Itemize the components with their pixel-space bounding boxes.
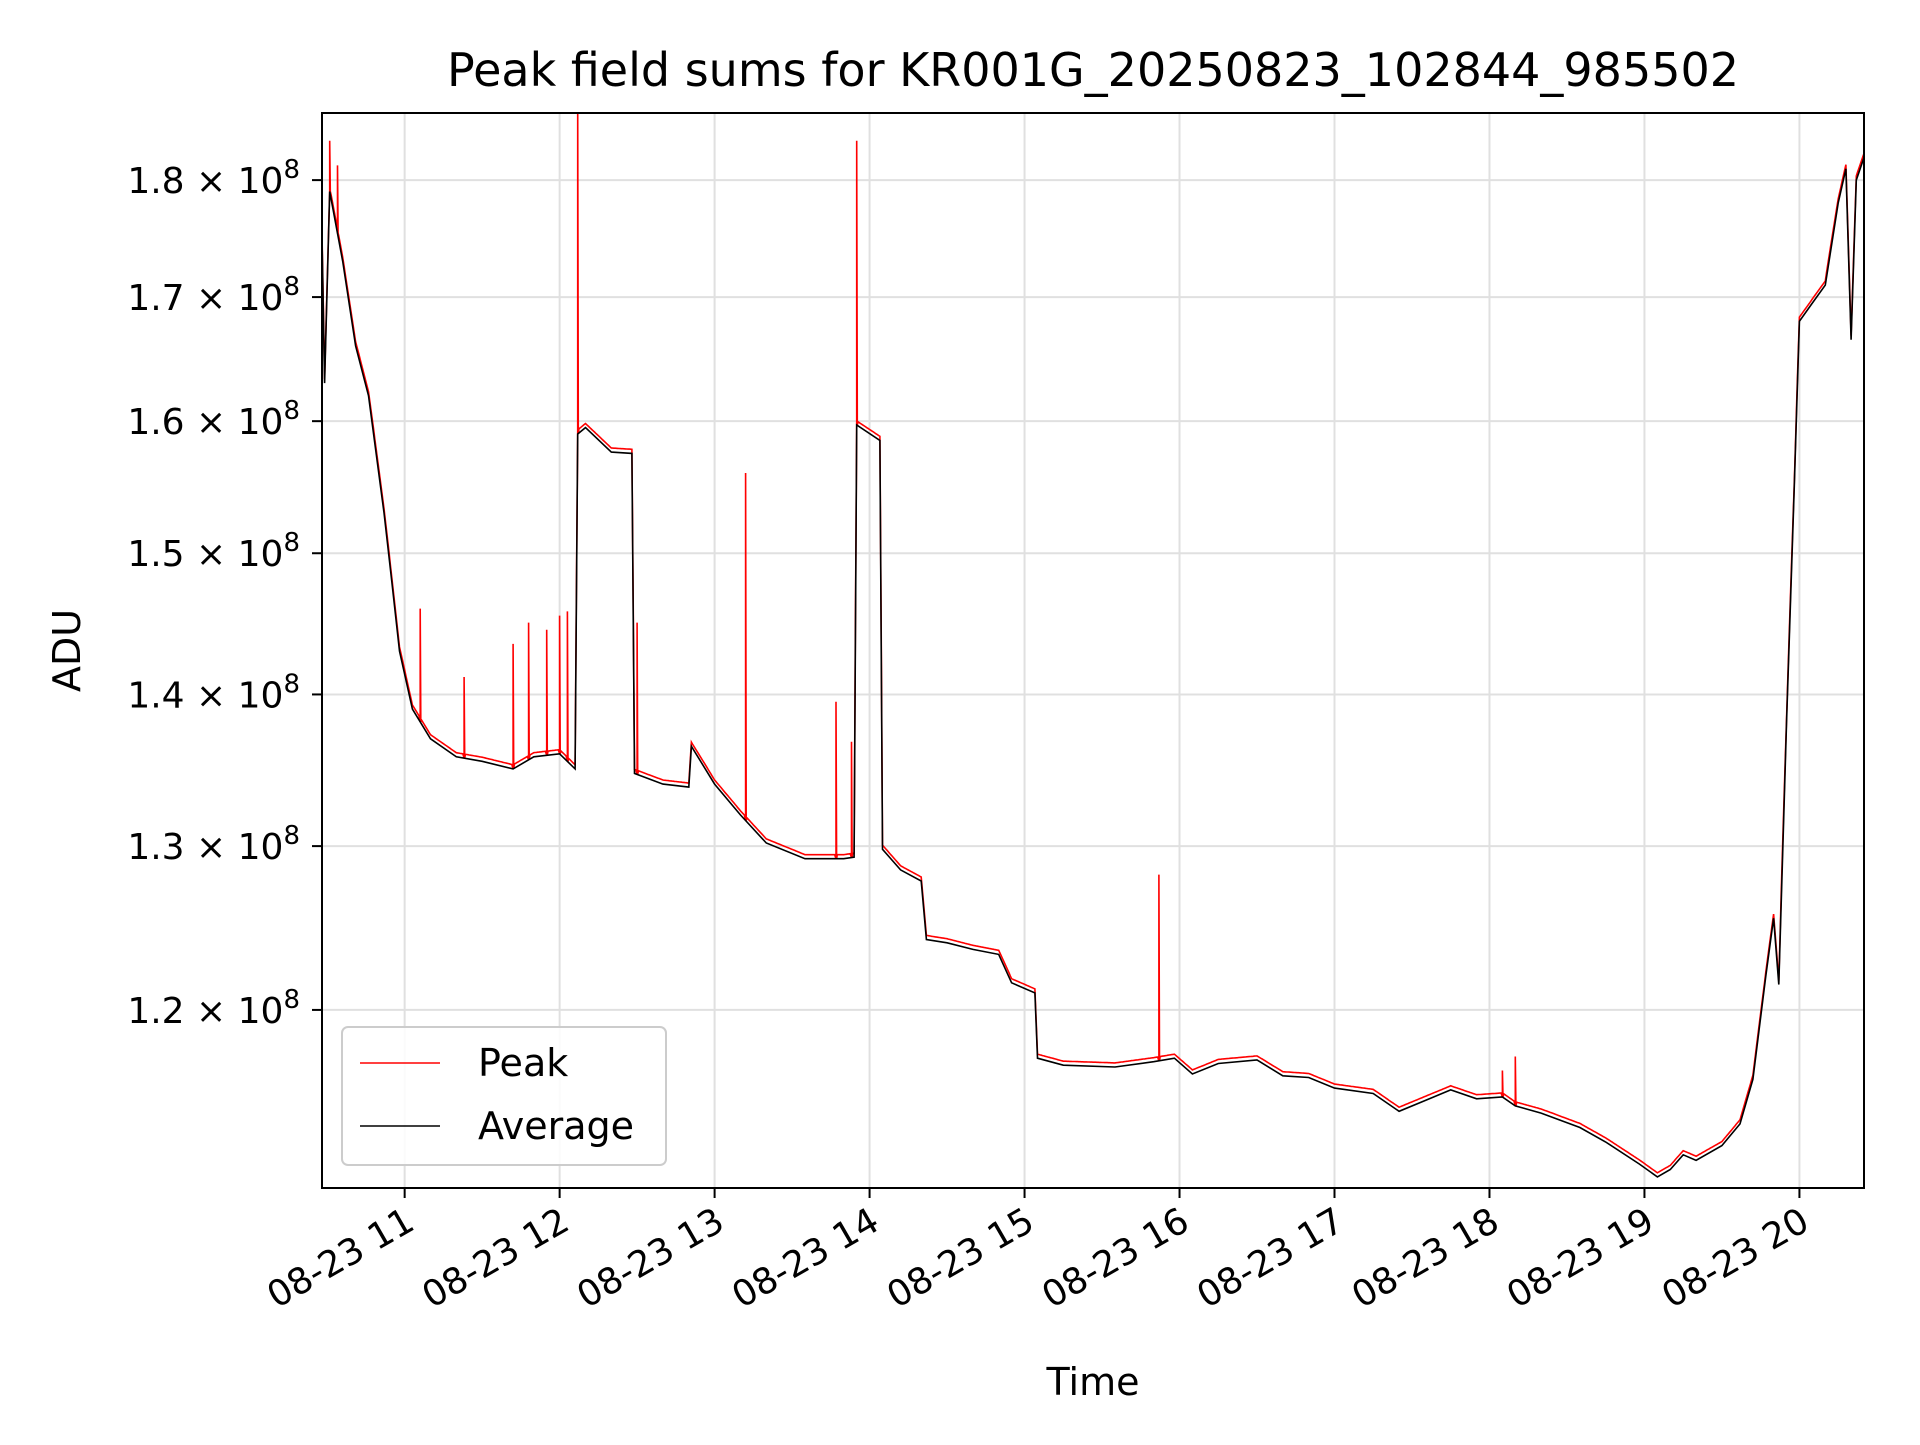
legend-average-label: Average bbox=[478, 1104, 634, 1148]
legend: Peak Average bbox=[341, 1026, 667, 1166]
plot-frame bbox=[321, 112, 1865, 1189]
grid bbox=[322, 113, 1864, 1188]
y-tick-label: 1.2 × 108 bbox=[127, 985, 300, 1032]
y-tick-label: 1.6 × 108 bbox=[127, 396, 300, 443]
y-tick-label: 1.8 × 108 bbox=[127, 155, 300, 202]
chart-title: Peak field sums for KR001G_20250823_1028… bbox=[447, 43, 1739, 97]
y-tick-label: 1.7 × 108 bbox=[127, 272, 300, 319]
legend-peak-label: Peak bbox=[478, 1041, 568, 1085]
peak-series-line bbox=[322, 113, 1864, 1174]
y-tick-label: 1.5 × 108 bbox=[127, 528, 300, 575]
y-tick-label: 1.4 × 108 bbox=[127, 669, 300, 716]
y-tick-label: 1.3 × 108 bbox=[127, 821, 300, 868]
average-series-line bbox=[322, 157, 1864, 1178]
x-axis-label: Time bbox=[1046, 1360, 1140, 1404]
legend-box bbox=[341, 1026, 667, 1166]
y-axis-label: ADU bbox=[45, 609, 89, 692]
series-lines bbox=[322, 113, 1864, 1178]
y-ticks: 1.2 × 108 1.3 × 108 1.4 × 108 1.5 × 108 1.6 … bbox=[127, 155, 322, 1032]
